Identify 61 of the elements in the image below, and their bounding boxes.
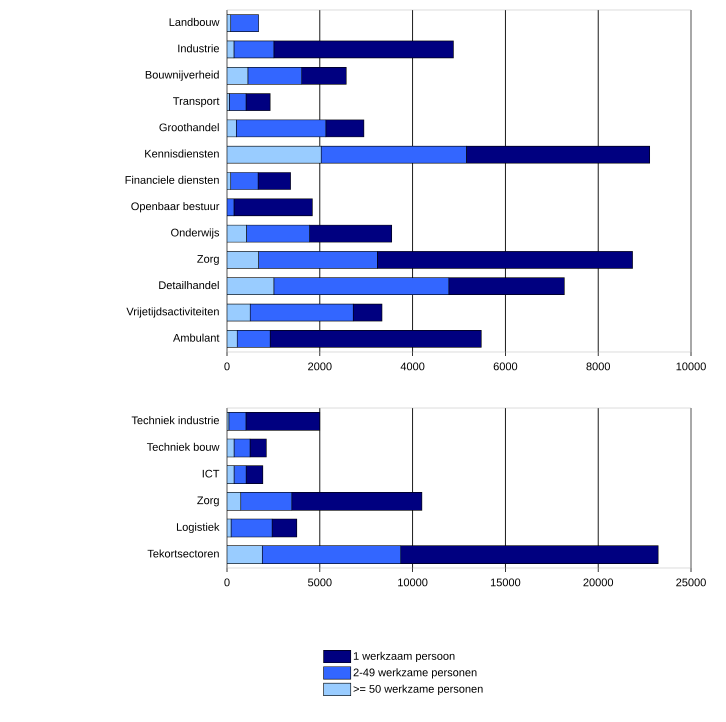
bar [248, 66, 302, 85]
bar [236, 330, 270, 348]
bar [274, 277, 450, 296]
y-tick-label: Groothandel [159, 123, 219, 132]
x-tick-label: 2000 [308, 362, 332, 370]
y-tick-label: ICT [202, 470, 220, 478]
y-tick-label: Industrie [178, 44, 219, 52]
bar [234, 40, 274, 58]
x-tick-label: 6000 [494, 362, 518, 370]
y-tick-label: Tekortsectoren [148, 549, 219, 558]
x-tick-label: 10000 [676, 362, 706, 370]
bar [229, 93, 246, 111]
y-tick-label: Kennisdiensten [145, 149, 219, 158]
bar [326, 120, 364, 138]
bar [227, 277, 274, 296]
x-tick-label: 4000 [400, 362, 424, 370]
y-tick-label: Zorg [197, 255, 219, 265]
bar [258, 251, 378, 269]
x-tick-label: 8000 [586, 362, 610, 370]
x-tick-label: 25000 [676, 578, 706, 586]
bar [250, 304, 354, 322]
y-tick-label: Transport [173, 97, 220, 108]
bar [227, 330, 238, 348]
bar [352, 304, 382, 322]
x-tick-label: 0 [224, 578, 230, 586]
y-tick-label: Ambulant [173, 334, 220, 342]
legend-label: 1 werkzaam persoon [354, 652, 454, 662]
bar [320, 146, 467, 164]
y-tick-label: Onderwijs [171, 228, 220, 239]
bar [230, 14, 259, 32]
legend-label: 2-49 werkzame personen [354, 668, 476, 678]
bar [230, 172, 258, 190]
bar [227, 251, 259, 269]
bar [309, 224, 392, 242]
bar [227, 304, 251, 322]
y-tick-label: Bouwnijverheid [146, 70, 219, 81]
y-tick-label: Logistiek [176, 522, 220, 534]
bar [234, 198, 313, 216]
legend-label: >= 50 werkzame personen [354, 684, 483, 695]
x-tick-label: 5000 [308, 578, 332, 586]
bar [227, 146, 322, 164]
x-tick-label: 20000 [583, 578, 614, 586]
y-tick-label: Detailhandel [159, 281, 219, 290]
bar [258, 172, 291, 190]
y-tick-label: Zorg [197, 496, 219, 506]
x-tick-label: 15000 [490, 578, 520, 586]
x-tick-label: 0 [224, 362, 230, 370]
bar [246, 224, 310, 242]
bar [227, 224, 247, 242]
y-tick-label: Financiele diensten [126, 176, 219, 184]
y-tick-label: Techniek bouw [146, 442, 220, 451]
bar [236, 120, 326, 138]
bar [301, 66, 347, 85]
y-tick-label: Techniek industrie [132, 416, 219, 424]
y-tick-label: Openbaar bestuur [131, 202, 220, 212]
y-tick-label: Landbouw [170, 18, 220, 26]
bar [227, 66, 248, 85]
bar [274, 40, 454, 58]
y-tick-label: Vrijetijdsactiviteiten [126, 307, 219, 318]
bar [246, 93, 270, 111]
x-tick-label: 10000 [398, 578, 428, 586]
